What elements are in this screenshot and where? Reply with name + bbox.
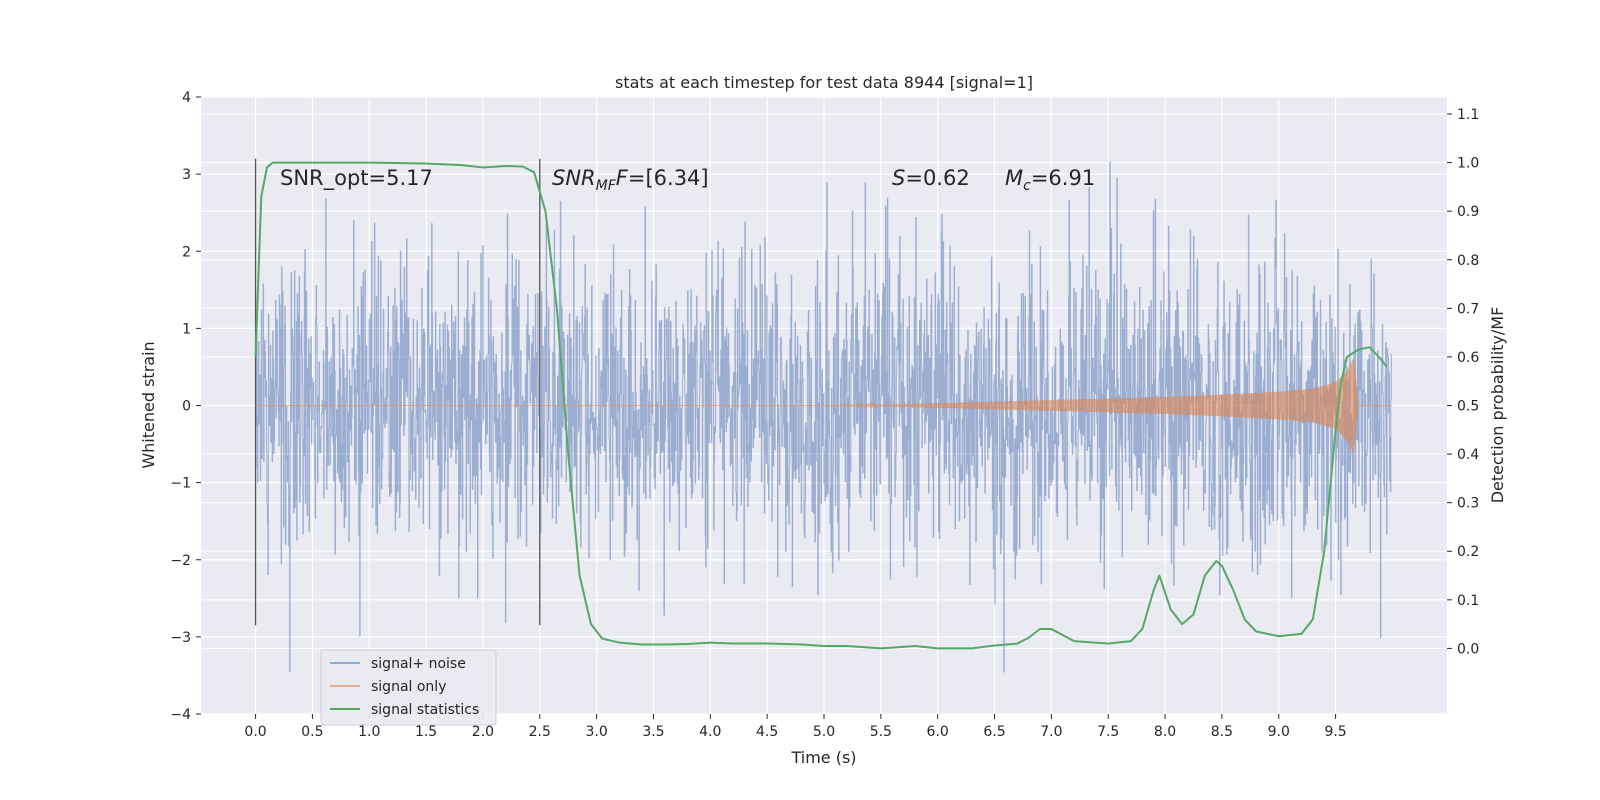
chart-title: stats at each timestep for test data 894… xyxy=(615,73,1033,92)
signal-only-series xyxy=(255,358,1392,453)
x-tick-label: 1.5 xyxy=(415,724,437,740)
y2-axis-label: Detection probability/MF xyxy=(1488,307,1507,504)
x-tick-label: 8.5 xyxy=(1211,724,1233,740)
x-tick-label: 4.0 xyxy=(699,724,721,740)
y2-tick-label: 0.2 xyxy=(1457,544,1479,560)
signal-only-line xyxy=(255,358,1392,453)
svg-text:S=0.62: S=0.62 xyxy=(892,166,970,190)
y-axis-label: Whitened strain xyxy=(139,341,158,468)
x-tick-label: 9.5 xyxy=(1324,724,1346,740)
axis-ticks: 0.0 0.5 1.0 1.5 2.0 2.5 3.0 3.5 4.0 4.5 5.0 5.5 6.0 6… xyxy=(170,90,1479,740)
signal-noise-line xyxy=(255,161,1392,673)
marker-lines xyxy=(254,158,541,626)
y2-tick-label: 0.3 xyxy=(1457,496,1479,512)
x-tick-label: 4.5 xyxy=(756,724,778,740)
signal-noise-series xyxy=(255,161,1392,673)
y2-tick-label: 0.4 xyxy=(1457,447,1479,463)
x-tick-label: 0.5 xyxy=(301,724,323,740)
x-axis-label: Time (s) xyxy=(790,748,856,767)
y-tick-label: 4 xyxy=(182,90,191,106)
x-tick-label: 3.5 xyxy=(642,724,664,740)
y2-tick-label: 0.6 xyxy=(1457,350,1479,366)
x-tick-label: 3.0 xyxy=(585,724,607,740)
legend-label-signal-statistics: signal statistics xyxy=(371,702,479,718)
y2-tick-label: 0.1 xyxy=(1457,593,1479,609)
x-tick-label: 6.5 xyxy=(983,724,1005,740)
signal-statistics-line xyxy=(254,161,1388,650)
y-tick-label: −1 xyxy=(170,476,191,492)
svg-text:SNRMFF=[6.34]: SNRMFF=[6.34] xyxy=(552,166,709,194)
s-annotation: S=0.62 xyxy=(892,166,970,190)
y-tick-label: −4 xyxy=(170,707,191,723)
y2-tick-label: 1.0 xyxy=(1457,156,1479,172)
y-tick-label: −2 xyxy=(170,553,191,569)
x-tick-label: 1.0 xyxy=(358,724,380,740)
y2-tick-label: 0.8 xyxy=(1457,253,1479,269)
x-tick-label: 2.0 xyxy=(472,724,494,740)
y-tick-label: 0 xyxy=(182,399,191,415)
y-tick-label: 2 xyxy=(182,244,191,260)
x-tick-label: 5.5 xyxy=(870,724,892,740)
y2-tick-label: 0.0 xyxy=(1457,641,1479,657)
x-tick-label: 0.0 xyxy=(244,724,266,740)
y2-tick-label: 0.7 xyxy=(1457,301,1479,317)
x-tick-label: 5.0 xyxy=(813,724,835,740)
x-tick-label: 2.5 xyxy=(529,724,551,740)
x-tick-label: 9.0 xyxy=(1268,724,1290,740)
x-tick-label: 6.0 xyxy=(927,724,949,740)
s-value: =0.62 xyxy=(905,166,969,190)
y2-tick-label: 1.1 xyxy=(1457,107,1479,123)
svg-text:Mc=6.91: Mc=6.91 xyxy=(1005,166,1095,194)
legend: signal+ noise signal only signal statist… xyxy=(320,649,497,726)
snr-opt-annotation: SNR_opt=5.17 xyxy=(280,166,433,191)
legend-box xyxy=(320,649,497,726)
y-tick-label: 1 xyxy=(182,321,191,337)
x-tick-label: 8.0 xyxy=(1154,724,1176,740)
snr-mf-value: =[6.34] xyxy=(628,166,709,190)
signal-statistics-series xyxy=(254,161,1388,650)
x-tick-label: 7.0 xyxy=(1040,724,1062,740)
mc-value: =6.91 xyxy=(1031,166,1095,190)
legend-label-signal-noise: signal+ noise xyxy=(371,656,466,672)
y-tick-label: −3 xyxy=(170,630,191,646)
legend-label-signal-only: signal only xyxy=(371,679,446,695)
y-tick-label: 3 xyxy=(182,167,191,183)
mc-annotation: Mc=6.91 xyxy=(1005,166,1095,194)
x-tick-label: 7.5 xyxy=(1097,724,1119,740)
snr-mf-annotation: SNRMFF=[6.34] xyxy=(552,166,709,194)
y2-tick-label: 0.5 xyxy=(1457,399,1479,415)
y2-tick-label: 0.9 xyxy=(1457,204,1479,220)
